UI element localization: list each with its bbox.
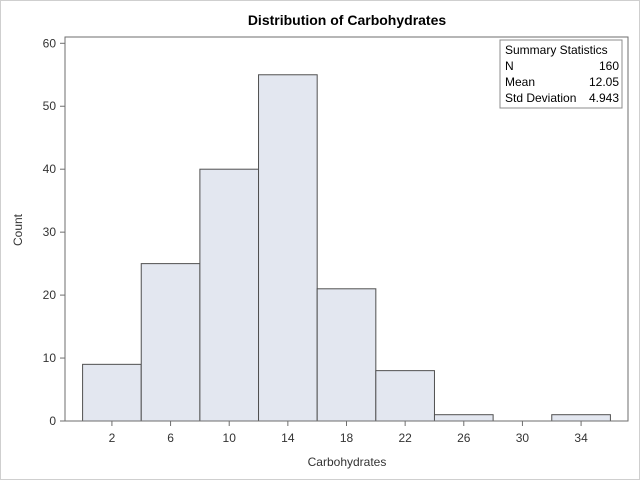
histogram-bar-8 bbox=[551, 414, 611, 422]
y-tick-label: 60 bbox=[43, 36, 57, 50]
summary-label-n: N bbox=[505, 59, 514, 73]
x-tick-label: 18 bbox=[340, 431, 354, 445]
histogram-bar-5 bbox=[375, 370, 435, 422]
bars-group bbox=[82, 74, 611, 422]
summary-label-mean: Mean bbox=[505, 75, 535, 89]
y-axis: 0 10 20 30 40 50 60 bbox=[43, 36, 65, 428]
x-axis: 2 6 10 14 18 22 26 30 34 bbox=[109, 421, 588, 445]
histogram-bar-4 bbox=[316, 288, 377, 422]
x-axis-label: Carbohydrates bbox=[308, 455, 387, 469]
x-tick-label: 34 bbox=[574, 431, 588, 445]
x-tick-label: 6 bbox=[167, 431, 174, 445]
summary-header: Summary Statistics bbox=[505, 43, 608, 57]
summary-statistics-inset: Summary Statistics N 160 Mean 12.05 Std … bbox=[499, 39, 623, 109]
histogram-bar-2 bbox=[199, 168, 260, 422]
y-tick-label: 0 bbox=[49, 414, 56, 428]
histogram-bar-3 bbox=[258, 74, 318, 422]
x-tick-label: 22 bbox=[398, 431, 412, 445]
x-tick-label: 14 bbox=[281, 431, 295, 445]
y-tick-label: 10 bbox=[43, 351, 57, 365]
y-tick-label: 30 bbox=[43, 225, 57, 239]
summary-label-std: Std Deviation bbox=[505, 91, 576, 105]
y-tick-label: 50 bbox=[43, 99, 57, 113]
summary-value-n: 160 bbox=[599, 59, 619, 73]
y-axis-label: Count bbox=[11, 213, 25, 246]
chart-title: Distribution of Carbohydrates bbox=[248, 12, 447, 28]
x-tick-label: 2 bbox=[109, 431, 116, 445]
x-tick-label: 30 bbox=[516, 431, 530, 445]
histogram-bar-6 bbox=[433, 414, 494, 422]
histogram-bar-0 bbox=[82, 363, 142, 422]
x-tick-label: 26 bbox=[457, 431, 471, 445]
y-tick-label: 40 bbox=[43, 162, 57, 176]
summary-value-std: 4.943 bbox=[589, 91, 619, 105]
histogram-bar-1 bbox=[140, 263, 201, 422]
y-tick-label: 20 bbox=[43, 288, 57, 302]
x-tick-label: 10 bbox=[223, 431, 237, 445]
summary-value-mean: 12.05 bbox=[589, 75, 619, 89]
